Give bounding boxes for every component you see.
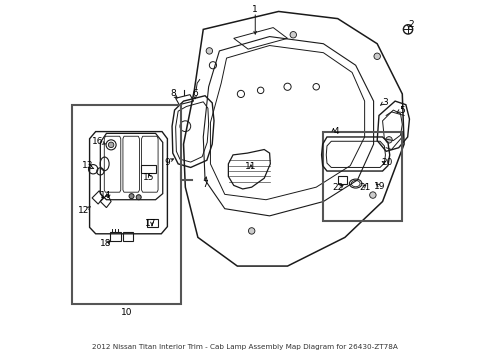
Text: 9: 9 — [164, 158, 170, 167]
Text: 19: 19 — [373, 182, 385, 191]
Text: 20: 20 — [381, 158, 392, 167]
Bar — [323, 132, 402, 221]
Text: 15: 15 — [142, 173, 154, 182]
Circle shape — [129, 194, 134, 199]
Text: 8: 8 — [169, 89, 175, 98]
Text: 4: 4 — [332, 127, 338, 136]
Circle shape — [206, 48, 212, 54]
Text: 2012 Nissan Titan Interior Trim - Cab Lamp Assembly Map Diagram for 26430-ZT78A: 2012 Nissan Titan Interior Trim - Cab La… — [91, 345, 397, 350]
Bar — [72, 105, 181, 304]
Bar — [147, 219, 158, 227]
Bar — [122, 231, 132, 241]
Text: 14: 14 — [100, 190, 111, 199]
Text: 5: 5 — [399, 105, 405, 114]
Circle shape — [108, 142, 114, 148]
Text: 7: 7 — [202, 180, 207, 189]
Text: 6: 6 — [192, 89, 198, 98]
Text: 22: 22 — [332, 183, 344, 192]
Text: 3: 3 — [382, 98, 387, 107]
Bar — [338, 176, 346, 184]
Circle shape — [369, 192, 375, 198]
Text: 17: 17 — [144, 219, 156, 228]
Text: 13: 13 — [82, 161, 93, 170]
Text: 2: 2 — [407, 19, 413, 28]
Text: 11: 11 — [244, 162, 256, 171]
Text: 16: 16 — [92, 137, 104, 146]
Text: 10: 10 — [121, 308, 132, 317]
Text: 21: 21 — [358, 183, 369, 192]
Circle shape — [136, 195, 141, 200]
Circle shape — [289, 32, 296, 38]
Bar — [110, 231, 121, 241]
Text: 18: 18 — [100, 239, 111, 248]
Bar — [141, 165, 155, 173]
Circle shape — [373, 53, 380, 59]
Text: 1: 1 — [252, 5, 258, 14]
Circle shape — [248, 228, 254, 234]
Circle shape — [385, 136, 391, 143]
Text: 12: 12 — [78, 206, 89, 215]
